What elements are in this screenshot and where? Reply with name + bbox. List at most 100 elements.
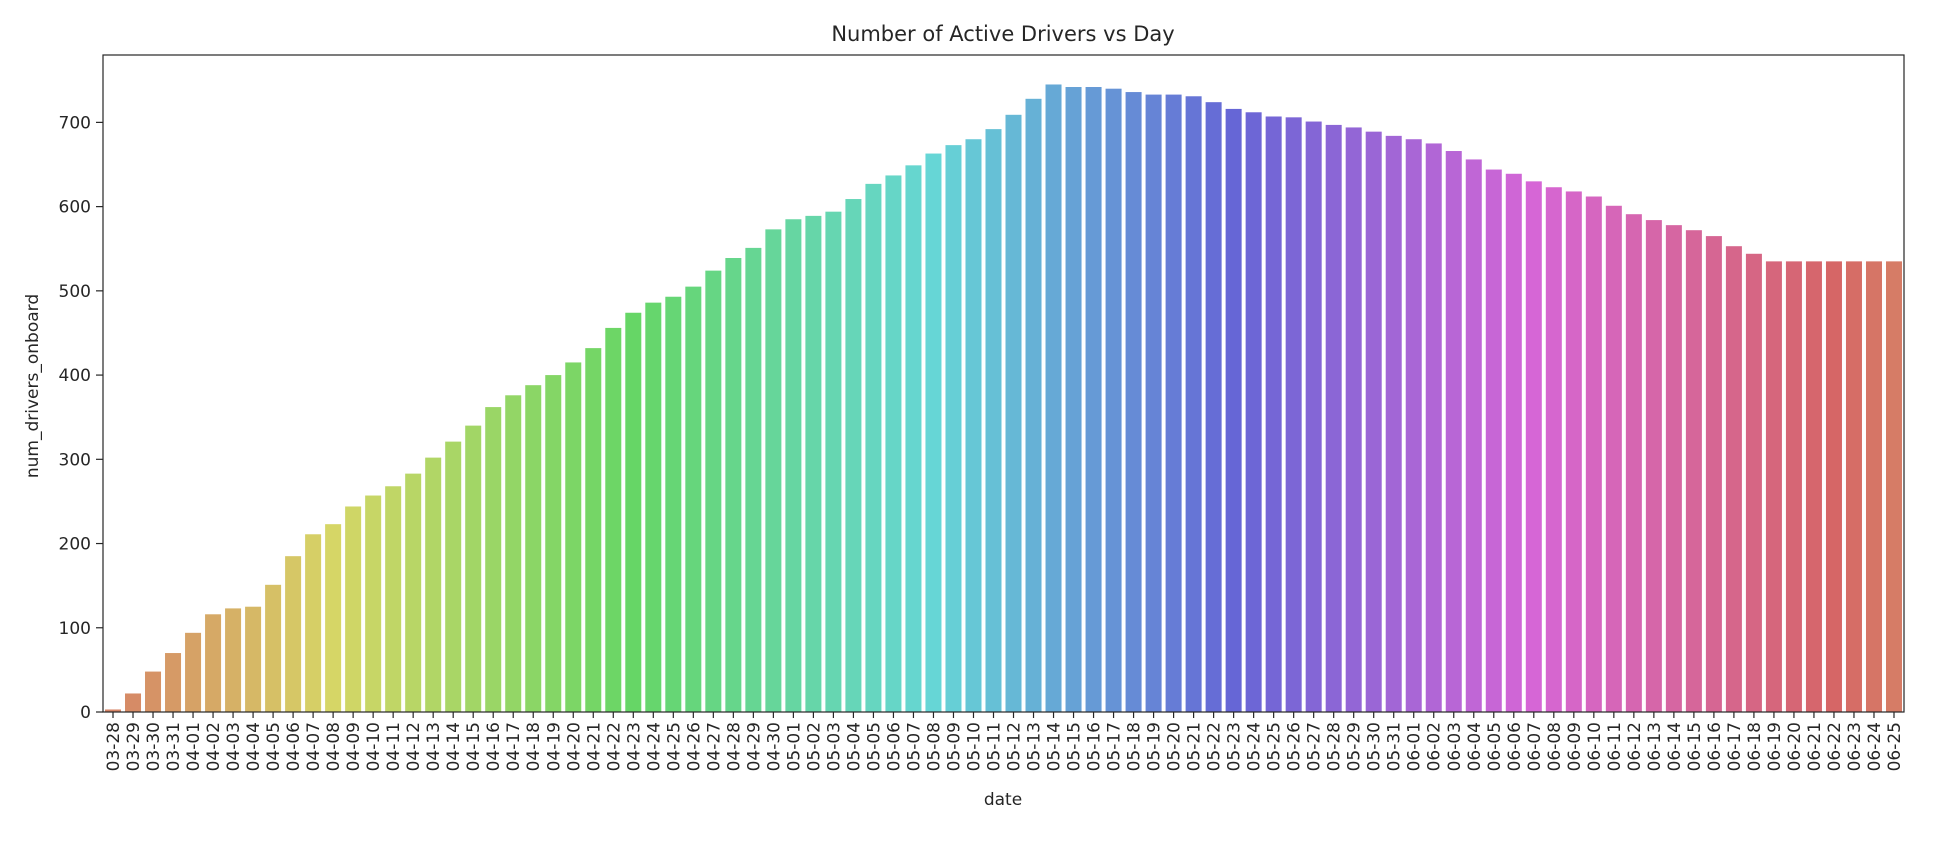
bar-06-11 bbox=[1605, 205, 1622, 712]
bar-04-30 bbox=[765, 229, 782, 713]
x-tick-label: 06-11 bbox=[1605, 722, 1625, 771]
x-tick-label: 06-25 bbox=[1885, 722, 1905, 771]
bar-05-18 bbox=[1125, 92, 1142, 712]
bar-06-03 bbox=[1445, 151, 1462, 712]
x-tick-label: 04-27 bbox=[704, 722, 724, 771]
x-tick-label: 04-02 bbox=[204, 722, 224, 771]
x-tick-label: 04-04 bbox=[244, 722, 264, 771]
bar-06-22 bbox=[1825, 261, 1842, 712]
bar-06-07 bbox=[1525, 181, 1542, 713]
x-tick-label: 05-02 bbox=[804, 722, 824, 771]
bar-06-12 bbox=[1625, 214, 1642, 712]
x-tick-label: 05-22 bbox=[1205, 722, 1225, 771]
bar-04-20 bbox=[565, 362, 582, 712]
bar-06-10 bbox=[1585, 196, 1602, 712]
x-tick-label: 05-28 bbox=[1325, 722, 1345, 771]
bar-04-16 bbox=[485, 407, 502, 712]
x-tick-label: 04-17 bbox=[504, 722, 524, 771]
bar-06-09 bbox=[1565, 191, 1582, 712]
bar-05-10 bbox=[965, 139, 982, 713]
bar-04-25 bbox=[665, 296, 682, 712]
x-tick-label: 06-06 bbox=[1505, 722, 1525, 771]
x-tick-label: 05-26 bbox=[1285, 722, 1305, 771]
y-tick-label: 700 bbox=[59, 113, 91, 133]
x-tick-label: 04-20 bbox=[564, 722, 584, 771]
bar-05-17 bbox=[1105, 88, 1122, 712]
bar-04-05 bbox=[265, 584, 282, 712]
x-tick-label: 04-05 bbox=[264, 722, 284, 771]
y-tick-label: 200 bbox=[59, 535, 91, 555]
bar-05-11 bbox=[985, 129, 1002, 712]
x-tick-label: 04-24 bbox=[644, 722, 664, 771]
x-tick-label: 06-18 bbox=[1745, 722, 1765, 771]
bar-05-25 bbox=[1265, 116, 1282, 713]
x-tick-label: 04-03 bbox=[224, 722, 244, 771]
x-tick-label: 05-08 bbox=[924, 722, 944, 771]
x-tick-label: 05-17 bbox=[1105, 722, 1125, 771]
bar-04-24 bbox=[645, 302, 662, 712]
x-tick-label: 05-16 bbox=[1085, 722, 1105, 771]
bar-06-06 bbox=[1505, 173, 1522, 712]
bar-05-05 bbox=[865, 183, 882, 712]
bar-06-04 bbox=[1465, 159, 1482, 712]
bar-06-20 bbox=[1785, 261, 1802, 712]
x-tick-label: 04-10 bbox=[364, 722, 384, 771]
bar-06-17 bbox=[1725, 246, 1742, 712]
y-axis-label: num_drivers_onboard bbox=[23, 294, 43, 478]
x-tick-label: 06-21 bbox=[1805, 722, 1825, 771]
bar-05-14 bbox=[1045, 84, 1062, 713]
bar-04-09 bbox=[345, 506, 362, 712]
bar-04-01 bbox=[185, 632, 202, 712]
x-tick-label: 06-13 bbox=[1645, 722, 1665, 771]
x-tick-label: 06-08 bbox=[1545, 722, 1565, 771]
bar-05-16 bbox=[1085, 87, 1102, 712]
x-tick-label: 05-10 bbox=[964, 722, 984, 771]
bar-04-19 bbox=[545, 375, 562, 712]
x-tick-label: 05-15 bbox=[1065, 722, 1085, 771]
x-tick-label: 06-05 bbox=[1485, 722, 1505, 771]
x-tick-label: 05-13 bbox=[1025, 722, 1045, 771]
bar-05-23 bbox=[1225, 108, 1242, 712]
bar-04-28 bbox=[725, 258, 742, 712]
bar-04-02 bbox=[205, 614, 222, 712]
bar-05-03 bbox=[825, 211, 842, 713]
y-tick-label: 500 bbox=[59, 282, 91, 302]
bar-04-23 bbox=[625, 312, 642, 712]
x-tick-label: 03-31 bbox=[164, 722, 184, 771]
x-tick-label: 06-02 bbox=[1425, 722, 1445, 771]
bar-05-19 bbox=[1145, 94, 1162, 713]
x-tick-label: 06-19 bbox=[1765, 722, 1785, 771]
bar-05-07 bbox=[905, 165, 922, 713]
x-tick-label: 05-30 bbox=[1365, 722, 1385, 771]
bar-05-26 bbox=[1285, 117, 1302, 712]
x-tick-label: 04-26 bbox=[684, 722, 704, 771]
x-tick-label: 04-23 bbox=[624, 722, 644, 771]
x-tick-label: 06-12 bbox=[1625, 722, 1645, 771]
bar-05-01 bbox=[785, 219, 802, 712]
x-axis: 03-28 03-29 03-30 03-31 04-01 04-02 04-03 04-04… bbox=[104, 712, 1905, 771]
x-tick-label: 06-10 bbox=[1585, 722, 1605, 771]
y-tick-label: 100 bbox=[59, 619, 91, 639]
x-tick-label: 05-14 bbox=[1045, 722, 1065, 771]
y-tick-label: 600 bbox=[59, 198, 91, 218]
bar-06-02 bbox=[1425, 143, 1442, 712]
x-tick-label: 06-22 bbox=[1825, 722, 1845, 771]
bar-05-24 bbox=[1245, 112, 1262, 712]
bar-05-02 bbox=[805, 215, 822, 712]
x-tick-label: 06-14 bbox=[1665, 722, 1685, 771]
bar-06-13 bbox=[1645, 220, 1662, 712]
bar-03-30 bbox=[145, 671, 162, 712]
x-tick-label: 05-09 bbox=[944, 722, 964, 771]
bar-04-13 bbox=[425, 457, 442, 712]
bar-04-12 bbox=[405, 473, 422, 712]
x-tick-label: 06-01 bbox=[1405, 722, 1425, 771]
bar-05-20 bbox=[1165, 94, 1182, 713]
x-tick-label: 04-21 bbox=[584, 722, 604, 771]
plot-frame bbox=[102, 54, 1905, 713]
bar-05-06 bbox=[885, 175, 902, 712]
x-tick-label: 06-23 bbox=[1845, 722, 1865, 771]
x-axis-label: date bbox=[984, 790, 1022, 810]
bar-06-16 bbox=[1705, 236, 1722, 712]
x-tick-label: 04-30 bbox=[764, 722, 784, 771]
bar-04-27 bbox=[705, 270, 722, 712]
